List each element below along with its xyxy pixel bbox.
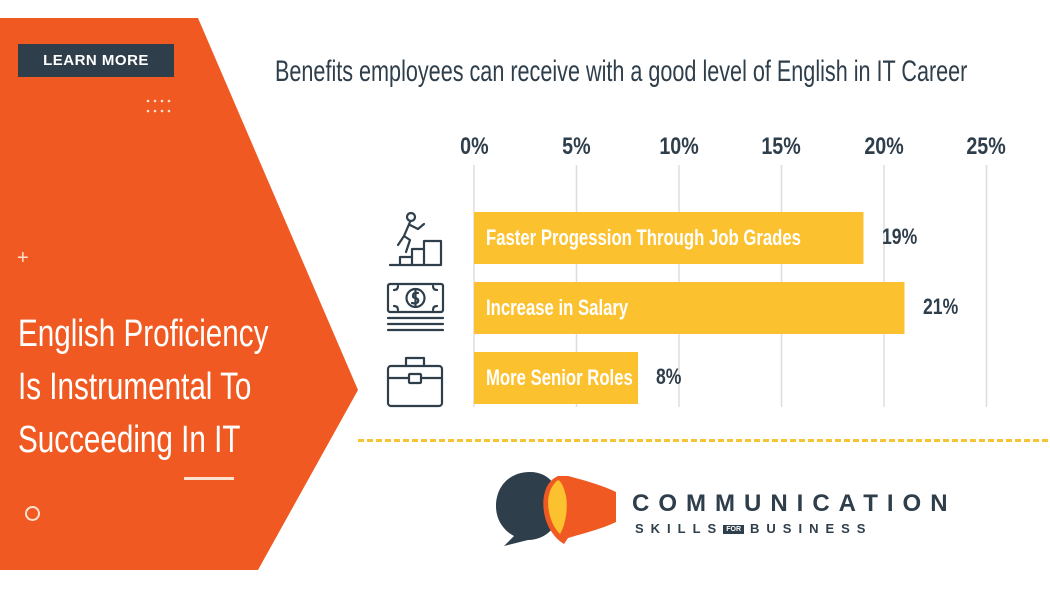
plus-decoration: + xyxy=(17,247,29,269)
bar-value-label: 8% xyxy=(656,364,682,389)
bar xyxy=(474,212,864,264)
logo-business: BUSINESS xyxy=(750,521,873,536)
chart-title: Benefits employees can receive with a go… xyxy=(275,55,968,88)
logo-for-box: FOR xyxy=(723,525,745,535)
decorative-dots-icon xyxy=(146,99,171,113)
logo-text-skills-for-business: SKILLS FOR BUSINESS xyxy=(635,521,872,536)
speech-bubbles-logo-icon xyxy=(496,472,616,546)
money-bill-icon xyxy=(386,282,445,332)
briefcase-icon xyxy=(386,356,444,408)
bar-category-label: Increase in Salary xyxy=(486,295,629,320)
left-orange-panel xyxy=(0,18,358,570)
x-tick-label: 20% xyxy=(864,133,904,160)
logo-skills: SKILLS xyxy=(635,521,724,536)
climbing-stairs-icon xyxy=(388,211,443,267)
bar-category-label: Faster Progession Through Job Grades xyxy=(486,225,801,250)
x-tick-label: 25% xyxy=(966,133,1007,160)
x-tick-label: 5% xyxy=(562,133,591,160)
learn-more-button[interactable]: LEARN MORE xyxy=(18,44,174,77)
x-tick-label: 10% xyxy=(659,133,699,160)
bar-value-label: 19% xyxy=(881,224,917,249)
headline: English Proficiency Is Instrumental To S… xyxy=(18,308,339,467)
bar-value-label: 21% xyxy=(922,294,958,319)
headline-line: Succeeding In IT xyxy=(18,419,241,461)
x-tick-label: 15% xyxy=(761,133,802,160)
dashed-divider xyxy=(358,439,1048,442)
circle-decoration-icon xyxy=(25,506,40,521)
bar xyxy=(474,352,638,404)
headline-line: English Proficiency xyxy=(18,313,269,355)
headline-line: Is Instrumental To xyxy=(18,366,252,408)
headline-underline xyxy=(184,477,234,480)
bar xyxy=(474,282,905,334)
x-tick-label: 0% xyxy=(459,133,489,160)
bar-category-label: More Senior Roles xyxy=(486,365,633,390)
logo-text-communication: COMMUNICATION xyxy=(632,490,957,517)
